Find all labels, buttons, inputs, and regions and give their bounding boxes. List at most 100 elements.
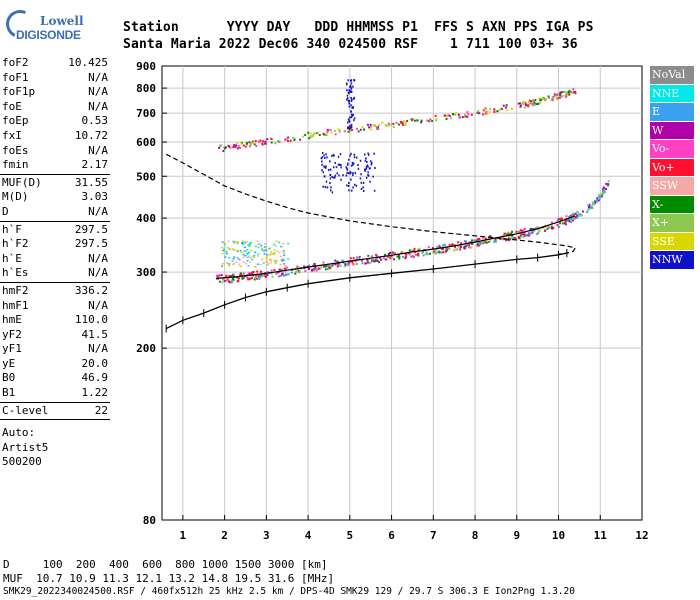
echo-point-second-hop <box>567 91 570 94</box>
echo-point-x-trace <box>603 191 606 194</box>
echo-point-second-hop <box>426 119 429 122</box>
echo-point-spread <box>242 240 245 243</box>
echo-point-x-trace <box>607 183 610 186</box>
echo-point-o-trace <box>324 268 327 271</box>
echo-point-spread <box>244 254 247 257</box>
param-value: 110.0 <box>74 313 108 327</box>
echo-point-nnw <box>339 153 342 156</box>
echo-point-second-hop <box>411 118 414 121</box>
echo-point-nnw <box>346 171 348 174</box>
echo-point-spread <box>223 245 226 248</box>
echo-point-second-hop <box>316 131 319 134</box>
echo-point-spread <box>248 243 251 246</box>
param-value: 20.0 <box>81 356 109 370</box>
echo-point-nnw <box>323 154 325 157</box>
echo-point-o-trace <box>538 230 541 233</box>
echo-point-nnw-streak <box>347 99 350 102</box>
echo-point-nnw <box>322 185 324 188</box>
echo-point-second-hop <box>245 143 248 146</box>
echo-point-o-trace <box>408 249 411 252</box>
echo-point-second-hop <box>326 128 329 131</box>
echo-point-o-trace <box>494 240 497 243</box>
echo-point-o-trace <box>258 274 261 277</box>
echo-point-o-trace <box>519 236 522 239</box>
param-divider <box>0 419 110 421</box>
echo-point-o-trace <box>327 267 330 270</box>
echo-point-o-trace <box>523 234 526 237</box>
echo-point-o-trace <box>460 242 463 245</box>
echo-point-nnw-streak <box>347 79 349 82</box>
echo-point-spread <box>272 252 275 255</box>
echo-point-o-trace <box>559 218 562 221</box>
echo-point-o-trace <box>242 272 245 275</box>
echo-point-spread <box>232 248 235 250</box>
param-value: 2.17 <box>81 158 109 172</box>
echo-point-second-hop <box>343 130 346 133</box>
echo-point-x-trace <box>602 186 605 189</box>
echo-point-o-trace <box>446 249 449 252</box>
echo-point-o-trace <box>258 278 261 281</box>
echo-point-second-hop <box>524 102 527 105</box>
echo-point-spread <box>232 240 235 243</box>
echo-point-o-trace <box>336 265 339 268</box>
echo-point-nnw <box>321 151 324 154</box>
echo-point-o-trace <box>413 249 416 252</box>
echo-point-nnw-streak <box>350 104 352 107</box>
echo-point-spread <box>263 243 266 245</box>
echo-point-second-hop <box>521 102 524 105</box>
echo-point-nnw <box>362 181 365 184</box>
echo-point-second-hop <box>387 122 390 125</box>
echo-point-spread <box>242 256 245 259</box>
echo-point-second-hop <box>563 91 566 94</box>
echo-point-spread <box>262 250 265 252</box>
echo-point-second-hop <box>392 122 395 125</box>
echo-point-spread <box>223 242 226 244</box>
param-key: h`E <box>2 251 22 265</box>
echo-point-second-hop <box>270 138 273 141</box>
echo-point-nnw <box>320 157 323 160</box>
param-row: yF2 41.5 <box>0 328 110 343</box>
echo-point-x-trace <box>607 180 610 183</box>
echo-point-o-trace <box>313 262 316 265</box>
echo-point-o-trace <box>515 237 518 240</box>
param-row: B0 46.9 <box>0 371 110 386</box>
echo-point-o-trace <box>286 266 289 269</box>
param-value: 46.9 <box>81 371 109 385</box>
echo-point-o-trace <box>285 273 288 276</box>
echo-point-o-trace <box>393 258 396 261</box>
echo-point-second-hop <box>228 145 231 148</box>
echo-point-second-hop <box>556 93 559 96</box>
echo-point-o-trace <box>448 243 451 246</box>
echo-point-spread <box>245 262 248 265</box>
echo-point-o-trace <box>476 242 479 245</box>
echo-point-o-trace <box>361 262 364 265</box>
echo-point-second-hop <box>402 123 405 126</box>
echo-point-second-hop <box>406 120 409 123</box>
echo-point-x-trace <box>572 212 575 215</box>
echo-point-second-hop <box>533 101 536 104</box>
echo-point-x-trace <box>586 210 589 213</box>
echo-point-nnw-streak <box>352 106 354 109</box>
echo-point-o-trace <box>411 249 414 252</box>
y-tick-label: 200 <box>136 342 156 355</box>
param-row: foF1p N/A <box>0 85 110 100</box>
echo-point-o-trace <box>232 278 235 281</box>
echo-point-nnw <box>364 169 366 172</box>
echo-point-second-hop <box>572 91 575 94</box>
echo-point-nnw <box>330 186 332 189</box>
echo-point-o-trace <box>338 262 341 265</box>
echo-point-second-hop <box>357 130 360 133</box>
echo-point-spread <box>239 249 242 252</box>
echo-point-x-trace <box>589 206 592 209</box>
echo-point-o-trace <box>464 241 467 244</box>
echo-point-o-trace <box>517 236 520 239</box>
echo-point-second-hop <box>467 113 470 116</box>
x-tick-label: 5 <box>347 529 354 542</box>
echo-point-nnw-streak <box>351 106 353 109</box>
param-row: foF2 10.425 <box>0 56 110 71</box>
echo-point-nnw <box>373 152 375 155</box>
echo-point-o-trace <box>484 237 487 240</box>
echo-point-spread <box>256 240 259 243</box>
echo-point-spread <box>235 241 238 243</box>
echo-point-o-trace <box>375 255 378 258</box>
